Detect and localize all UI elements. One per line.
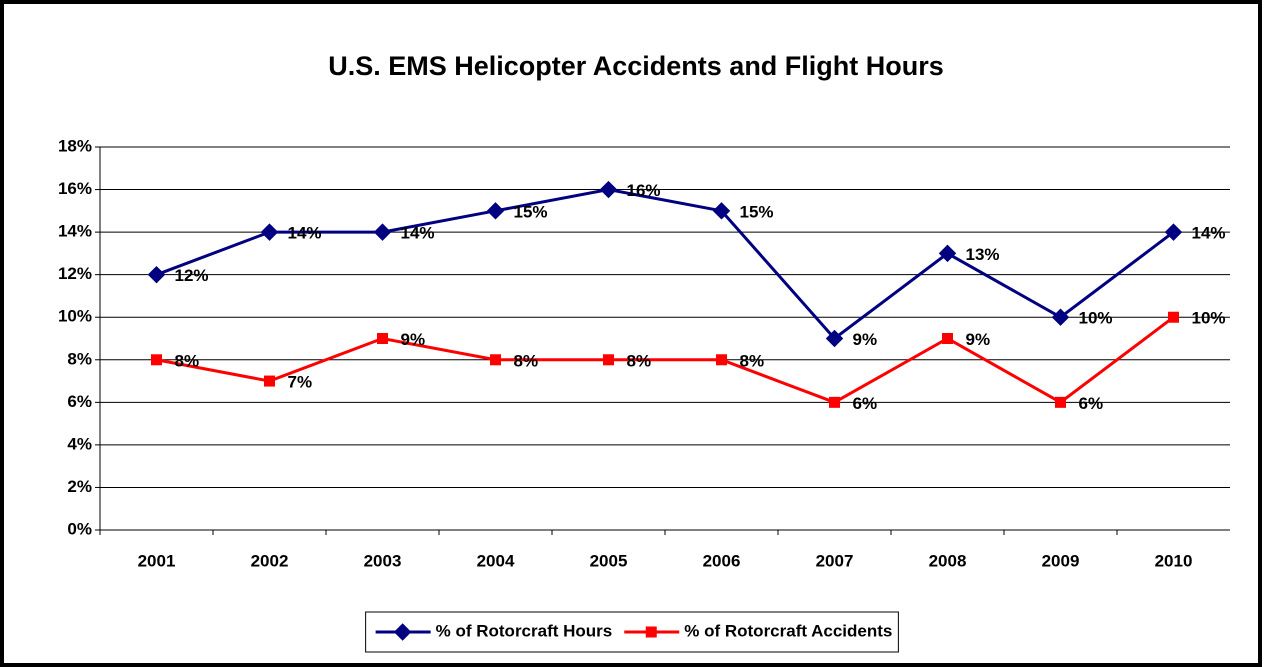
x-tick-label: 2010 — [1155, 551, 1193, 570]
marker — [1164, 223, 1183, 241]
marker — [260, 223, 279, 241]
x-tick-label: 2006 — [703, 551, 741, 570]
data-label: 16% — [627, 181, 661, 200]
y-tick-label: 10% — [58, 307, 92, 326]
marker — [938, 244, 957, 263]
marker — [599, 180, 618, 199]
data-label: 8% — [740, 351, 765, 370]
marker — [942, 333, 953, 344]
data-label: 14% — [1192, 224, 1226, 243]
data-label: 8% — [175, 351, 200, 370]
data-label: 7% — [288, 373, 313, 392]
marker — [393, 623, 412, 641]
x-tick-label: 2003 — [364, 551, 402, 570]
y-tick-label: 2% — [67, 477, 92, 496]
marker — [373, 223, 392, 241]
x-tick-label: 2007 — [816, 551, 854, 570]
data-label: 6% — [853, 394, 878, 413]
data-label: 10% — [1079, 309, 1113, 328]
marker — [264, 375, 275, 387]
marker — [712, 202, 731, 220]
marker — [1055, 396, 1066, 408]
marker — [151, 354, 162, 366]
y-tick-label: 6% — [67, 392, 92, 411]
marker — [486, 202, 505, 220]
data-label: 9% — [966, 330, 991, 349]
x-tick-label: 2009 — [1042, 551, 1080, 570]
data-label: 9% — [853, 330, 878, 349]
marker — [825, 329, 844, 348]
data-label: 6% — [1079, 394, 1104, 413]
marker — [603, 354, 614, 366]
series-line — [156, 316, 1175, 405]
data-label: 13% — [966, 245, 1000, 264]
chart-title: U.S. EMS Helicopter Accidents and Flight… — [328, 51, 944, 81]
x-tick-label: 2008 — [929, 551, 967, 570]
legend-label: % of Rotorcraft Hours — [436, 621, 613, 640]
data-label: 12% — [175, 266, 209, 285]
legend-label: % of Rotorcraft Accidents — [684, 621, 892, 640]
y-tick-label: 14% — [58, 222, 92, 241]
y-tick-label: 0% — [67, 519, 92, 538]
y-tick-label: 16% — [58, 179, 92, 198]
data-label: 14% — [401, 224, 435, 243]
marker — [829, 396, 840, 408]
legend: % of Rotorcraft Hours % of Rotorcraft Acc… — [365, 611, 899, 653]
y-tick-label: 8% — [67, 349, 92, 368]
marker — [377, 333, 388, 344]
marker — [645, 626, 657, 638]
series-line — [155, 188, 1175, 341]
data-label: 15% — [740, 202, 774, 221]
marker — [1051, 308, 1070, 326]
x-tick-label: 2005 — [590, 551, 628, 570]
x-tick-label: 2002 — [251, 551, 289, 570]
data-label: 8% — [514, 351, 539, 370]
y-tick-label: 18% — [58, 136, 92, 155]
data-label: 8% — [627, 351, 652, 370]
marker — [490, 354, 501, 366]
data-label: 9% — [401, 330, 426, 349]
marker — [1168, 311, 1179, 323]
marker — [147, 265, 166, 284]
x-tick-label: 2001 — [138, 551, 176, 570]
x-tick-label: 2004 — [477, 551, 515, 570]
y-tick-label: 12% — [58, 264, 92, 283]
data-label: 10% — [1192, 309, 1226, 328]
data-label: 14% — [288, 224, 322, 243]
y-tick-label: 4% — [67, 434, 92, 453]
data-label: 15% — [514, 202, 548, 221]
marker — [716, 354, 727, 366]
